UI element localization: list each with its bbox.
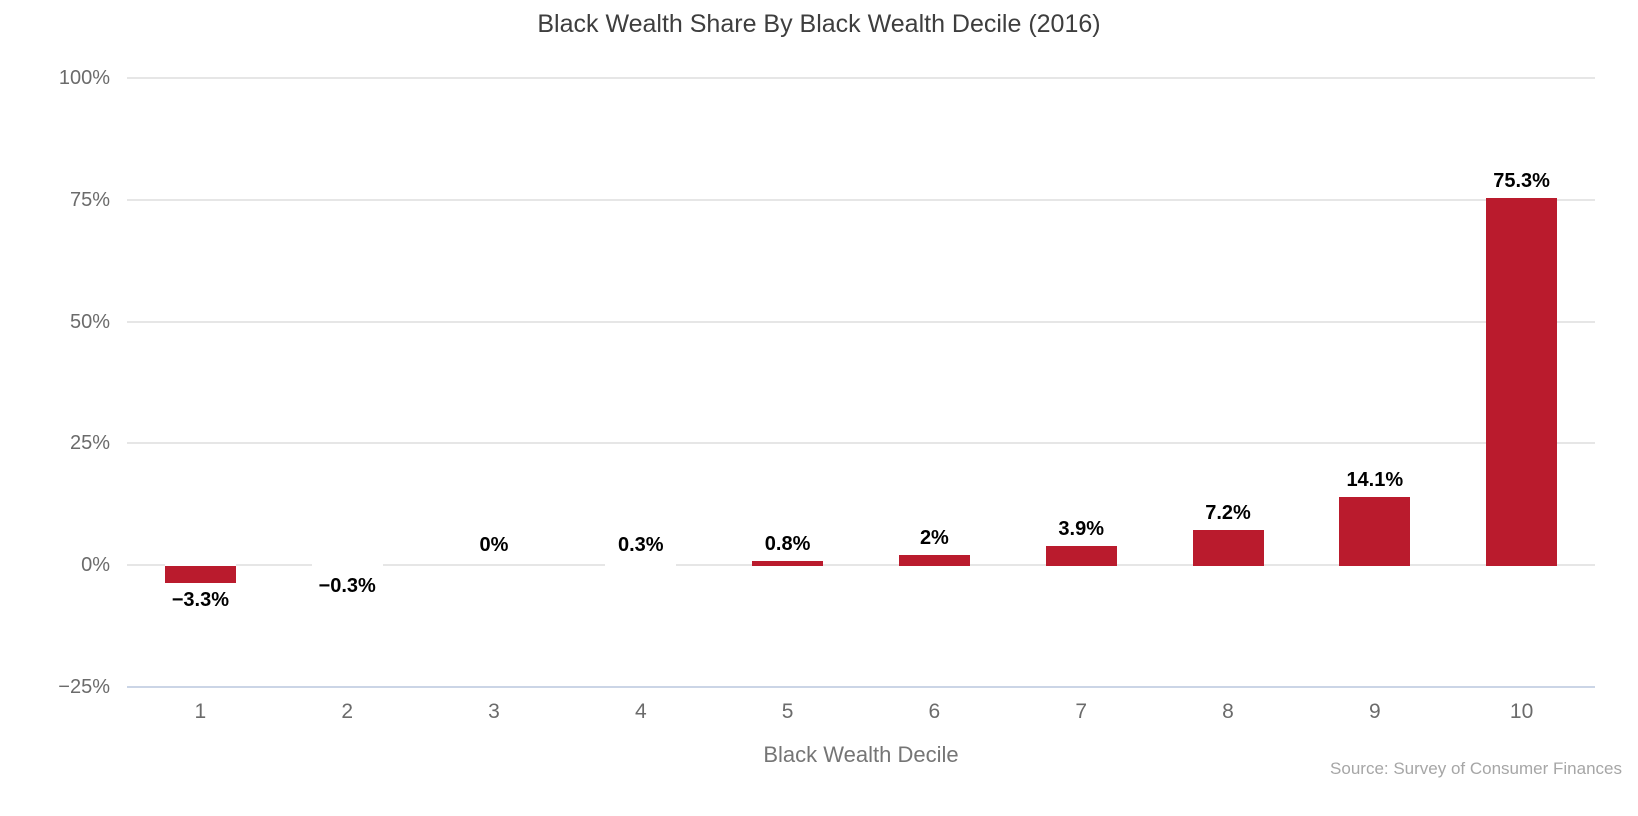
x-tick-label: 3 (488, 700, 500, 723)
bar-value-label: 0% (479, 534, 509, 557)
bar (1045, 546, 1117, 567)
y-tick-label: 75% (69, 188, 110, 211)
y-tick-label: 50% (69, 310, 110, 333)
bar-value-label: 2% (919, 527, 949, 550)
bar-value-label: 7.2% (1205, 502, 1251, 525)
zero-notch (1486, 563, 1558, 570)
x-tick-label: 10 (1509, 700, 1534, 723)
x-tick-label: 5 (781, 700, 794, 723)
x-tick-label: 4 (634, 700, 647, 723)
bar (1339, 496, 1411, 567)
gridline (127, 320, 1595, 323)
bar-value-label: −0.3% (318, 574, 376, 597)
gridline (127, 564, 1595, 567)
y-tick-label: −25% (58, 676, 110, 698)
gridline (127, 442, 1595, 445)
bar (164, 566, 236, 584)
bar-value-label: 0.3% (618, 534, 664, 557)
zero-notch (1045, 563, 1117, 570)
bar-value-label: 3.9% (1058, 518, 1104, 541)
bar-value-label: 14.1% (1346, 468, 1404, 491)
x-tick-label: 2 (341, 700, 354, 723)
x-tick-label: 6 (928, 700, 941, 723)
gridline (127, 198, 1595, 201)
x-tick-label: 8 (1222, 700, 1234, 723)
chart-title: Black Wealth Share By Black Wealth Decil… (537, 10, 1101, 38)
y-tick-label: 25% (69, 432, 110, 455)
zero-notch (311, 563, 383, 570)
zero-notch (1192, 563, 1264, 570)
zero-notch (605, 563, 677, 570)
bar (1486, 198, 1558, 567)
bar (898, 555, 970, 567)
x-tick-label: 7 (1075, 700, 1088, 723)
zero-notch (1339, 563, 1411, 570)
source-note: Source: Survey of Consumer Finances (1330, 759, 1622, 778)
zero-notch (898, 563, 970, 570)
bar-value-label: 75.3% (1493, 170, 1550, 193)
bar (752, 561, 824, 567)
gridline (127, 686, 1595, 688)
x-axis-title: Black Wealth Decile (763, 742, 959, 767)
y-tick-label: 0% (81, 554, 110, 577)
bar-value-label: −3.3% (171, 589, 230, 612)
y-tick-label: 100% (58, 67, 110, 89)
x-tick-label: 1 (194, 700, 207, 723)
gridline (127, 77, 1595, 79)
zero-notch (752, 563, 824, 570)
x-tick-label: 9 (1368, 700, 1381, 723)
bar (1192, 530, 1264, 567)
bar-value-label: 0.8% (764, 533, 811, 556)
